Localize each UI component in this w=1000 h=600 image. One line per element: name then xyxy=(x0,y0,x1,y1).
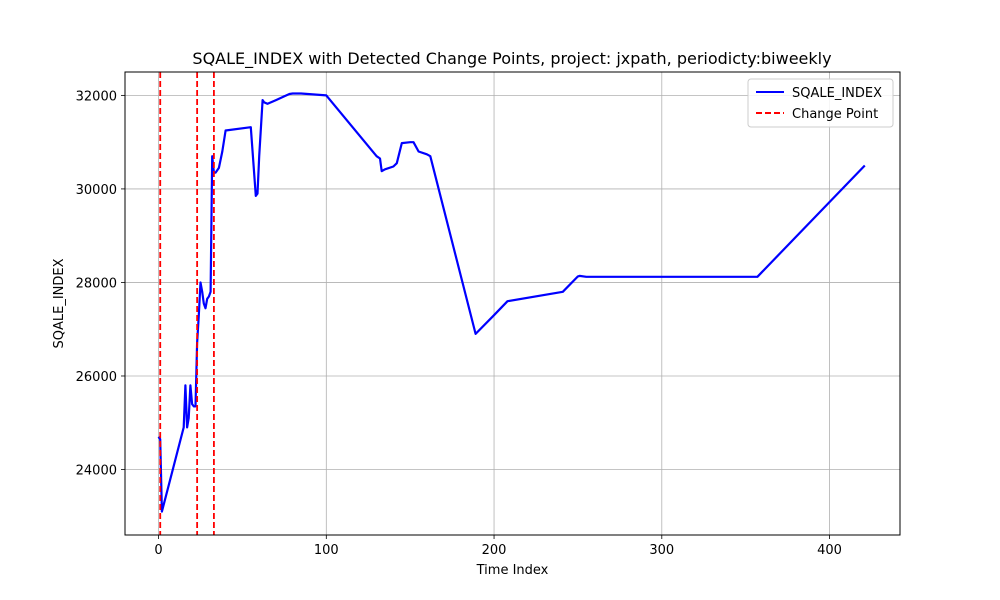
y-tick-label: 30000 xyxy=(76,183,117,198)
x-tick-label: 0 xyxy=(154,543,162,558)
legend-label: SQALE_INDEX xyxy=(792,86,882,101)
x-tick-label: 200 xyxy=(482,543,507,558)
y-tick-label: 28000 xyxy=(76,276,117,291)
y-axis-label: SQALE_INDEX xyxy=(52,258,67,348)
x-tick-label: 400 xyxy=(817,543,842,558)
plot-area xyxy=(157,72,866,535)
legend: SQALE_INDEX Change Point xyxy=(747,78,894,128)
x-tick-label: 100 xyxy=(314,543,339,558)
x-axis-label: Time Index xyxy=(476,563,549,578)
legend-box xyxy=(747,78,894,128)
legend-label: Change Point xyxy=(792,107,878,122)
y-tick-label: 26000 xyxy=(76,370,117,385)
y-tick-label: 32000 xyxy=(76,89,117,104)
chart-title: SQALE_INDEX with Detected Change Points,… xyxy=(192,49,831,69)
x-tick-label: 300 xyxy=(649,543,674,558)
y-tick-label: 24000 xyxy=(76,464,117,479)
plot-frame xyxy=(124,71,901,536)
axis-ticks: 0 100 200 300 400 24000 26000 28000 30000 32000 xyxy=(76,89,842,558)
series-line-0 xyxy=(157,92,866,513)
